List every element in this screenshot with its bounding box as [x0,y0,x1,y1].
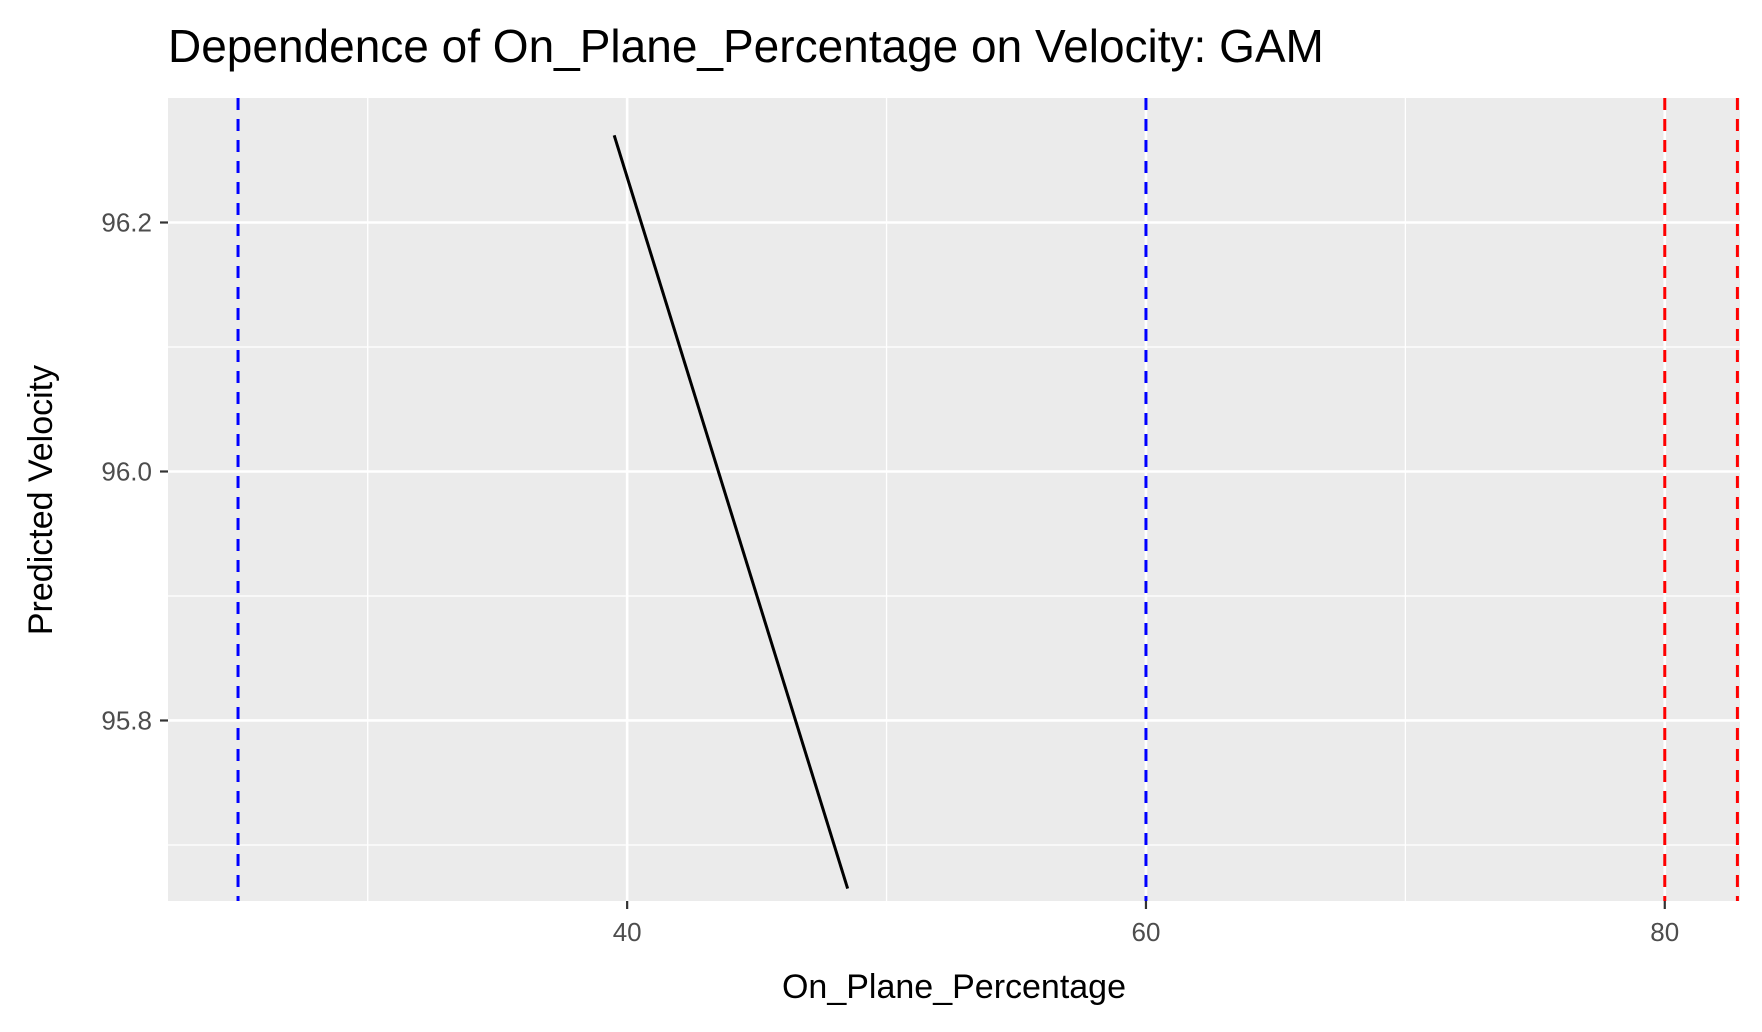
y-axis: 95.8 96.0 96.2 [101,207,168,735]
x-tick-label: 80 [1650,917,1679,947]
x-axis: 40 60 80 [613,901,1679,947]
x-axis-title: On_Plane_Percentage [782,968,1126,1006]
x-tick-label: 40 [613,917,642,947]
y-tick-label: 95.8 [101,705,152,735]
reference-lines [236,98,1739,901]
plot-panel [168,98,1740,901]
y-tick-label: 96.0 [101,456,152,486]
y-tick-label: 96.2 [101,207,152,237]
chart-title: Dependence of On_Plane_Percentage on Vel… [168,20,1324,72]
y-axis-title: Predicted Velocity [22,365,60,635]
series-group [612,134,850,889]
series-line [612,134,850,889]
x-tick-label: 60 [1131,917,1160,947]
minor-gridlines [168,98,1740,901]
